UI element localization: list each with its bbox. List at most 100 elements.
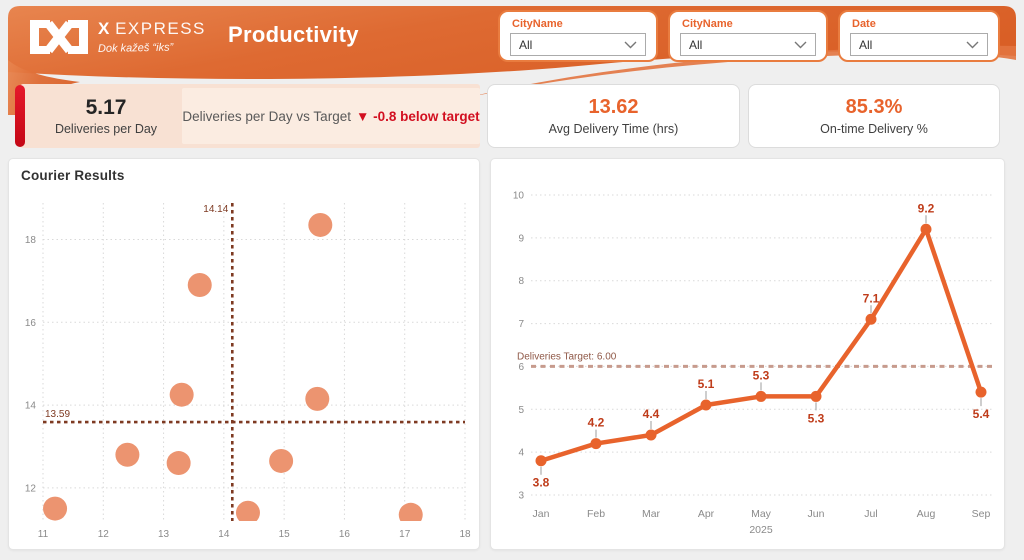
- filter-cityname-2: CityName All: [668, 10, 828, 62]
- chevron-down-icon: [794, 41, 807, 48]
- kpi-on-time-delivery-value: 85.3%: [845, 96, 903, 118]
- svg-text:7: 7: [518, 319, 524, 330]
- svg-text:18: 18: [25, 235, 37, 246]
- svg-text:4: 4: [518, 448, 524, 459]
- kpi-on-time-delivery: 85.3% On-time Delivery %: [748, 84, 1000, 148]
- svg-text:Sep: Sep: [972, 508, 991, 520]
- courier-bubble: [269, 448, 294, 473]
- kpi-strip: 5.17 Deliveries per Day Deliveries per D…: [15, 84, 480, 148]
- svg-text:14.14: 14.14: [203, 204, 228, 215]
- svg-text:9: 9: [518, 233, 524, 244]
- svg-text:5.4: 5.4: [973, 407, 990, 421]
- filter-date-label: Date: [852, 18, 876, 30]
- svg-text:14: 14: [25, 401, 37, 412]
- page-title: Productivity: [228, 22, 359, 47]
- filter-cityname-2-dropdown[interactable]: All: [680, 33, 816, 56]
- svg-text:13.59: 13.59: [45, 409, 70, 420]
- deliveries-line-chart[interactable]: 3 4 5 6 7 8 9 10 Deliveries Target: 6.00 3.8 4.2 4.…: [495, 165, 1000, 545]
- svg-text:Feb: Feb: [587, 508, 605, 520]
- kpi-vs-target-text: Deliveries per Day vs Target: [182, 108, 351, 124]
- courier-results-panel: Courier Results 11 12 13 14 15 16 17 18 12 14 16 18…: [8, 158, 480, 550]
- svg-text:Jan: Jan: [533, 508, 550, 520]
- filter-date: Date All: [838, 10, 1000, 62]
- svg-text:13: 13: [158, 529, 170, 540]
- filter-cityname-1-label: CityName: [512, 18, 563, 30]
- kpi-avg-delivery-time: 13.62 Avg Delivery Time (hrs): [487, 84, 740, 148]
- courier-bubble: [308, 212, 333, 237]
- svg-text:12: 12: [25, 483, 37, 494]
- svg-text:5.3: 5.3: [753, 368, 770, 382]
- svg-text:2025: 2025: [749, 524, 773, 536]
- line-point: [535, 455, 547, 467]
- svg-text:Aug: Aug: [917, 508, 936, 520]
- svg-text:Jul: Jul: [864, 508, 877, 520]
- courier-bubble: [166, 451, 191, 476]
- courier-bubble: [187, 272, 212, 297]
- svg-text:15: 15: [279, 529, 291, 540]
- deliveries-trend-panel: 3 4 5 6 7 8 9 10 Deliveries Target: 6.00 3.8 4.2 4.…: [490, 158, 1005, 550]
- svg-text:May: May: [751, 508, 772, 520]
- svg-text:Apr: Apr: [698, 508, 715, 520]
- chevron-down-icon: [624, 41, 637, 48]
- line-point: [645, 429, 657, 441]
- courier-bubble: [115, 442, 140, 467]
- kpi-avg-delivery-time-label: Avg Delivery Time (hrs): [548, 122, 679, 136]
- kpi-deliveries-per-day: 5.17 Deliveries per Day: [32, 84, 180, 148]
- svg-text:5: 5: [518, 405, 524, 416]
- filter-cityname-2-value: All: [689, 37, 703, 52]
- filter-cityname-1-value: All: [519, 37, 533, 52]
- filter-cityname-2-label: CityName: [682, 18, 733, 30]
- courier-results-title: Courier Results: [21, 168, 125, 183]
- svg-text:6: 6: [518, 362, 524, 373]
- filter-cityname-1-dropdown[interactable]: All: [510, 33, 646, 56]
- x-express-logo-icon: [30, 20, 88, 54]
- svg-text:11: 11: [38, 529, 49, 540]
- brand-name: X EXPRESS: [98, 19, 206, 38]
- svg-text:3: 3: [518, 491, 524, 502]
- line-point: [865, 313, 877, 325]
- line-point: [920, 223, 932, 235]
- line-point: [810, 390, 822, 402]
- filter-date-value: All: [859, 37, 873, 52]
- svg-text:7.1: 7.1: [863, 291, 880, 305]
- svg-text:5.3: 5.3: [808, 411, 825, 425]
- svg-text:14: 14: [218, 529, 230, 540]
- svg-text:18: 18: [459, 529, 471, 540]
- kpi-vs-target: Deliveries per Day vs Target ▼ -0.8 belo…: [182, 88, 480, 144]
- svg-text:3.8: 3.8: [533, 476, 550, 490]
- svg-text:Deliveries Target: 6.00: Deliveries Target: 6.00: [517, 351, 617, 362]
- svg-text:Mar: Mar: [642, 508, 661, 520]
- svg-text:17: 17: [399, 529, 411, 540]
- filter-cityname-1: CityName All: [498, 10, 658, 62]
- courier-bubble: [235, 500, 260, 521]
- kpi-on-time-delivery-label: On-time Delivery %: [820, 122, 928, 136]
- svg-text:5.1: 5.1: [698, 377, 715, 391]
- brand: X EXPRESS Dok kažeš “iks”: [30, 13, 206, 61]
- kpi-avg-delivery-time-value: 13.62: [588, 96, 639, 118]
- line-point: [590, 438, 602, 450]
- courier-bubble: [398, 502, 423, 521]
- courier-bubble: [43, 496, 68, 521]
- courier-scatter-chart[interactable]: 11 12 13 14 15 16 17 18 12 14 16 18 14.14 13.59: [13, 191, 473, 543]
- chevron-down-icon: [966, 41, 979, 48]
- kpi-accent-bar: [15, 85, 25, 147]
- kpi-deliveries-per-day-value: 5.17: [85, 96, 127, 119]
- svg-text:9.2: 9.2: [918, 201, 935, 215]
- svg-text:4.4: 4.4: [643, 407, 660, 421]
- kpi-vs-target-delta: ▼ -0.8 below target: [355, 108, 480, 124]
- svg-text:16: 16: [339, 529, 351, 540]
- brand-tagline: Dok kažeš “iks”: [97, 41, 174, 55]
- line-point: [700, 399, 712, 411]
- svg-text:8: 8: [518, 276, 524, 287]
- courier-bubble: [169, 382, 194, 407]
- kpi-deliveries-per-day-label: Deliveries per Day: [54, 122, 158, 136]
- line-point: [975, 386, 987, 398]
- svg-text:16: 16: [25, 318, 37, 329]
- filter-date-dropdown[interactable]: All: [850, 33, 988, 56]
- svg-text:12: 12: [98, 529, 110, 540]
- svg-text:10: 10: [513, 191, 525, 202]
- svg-text:Jun: Jun: [808, 508, 825, 520]
- line-point: [755, 390, 767, 402]
- svg-text:4.2: 4.2: [588, 416, 605, 430]
- courier-bubble: [305, 386, 330, 411]
